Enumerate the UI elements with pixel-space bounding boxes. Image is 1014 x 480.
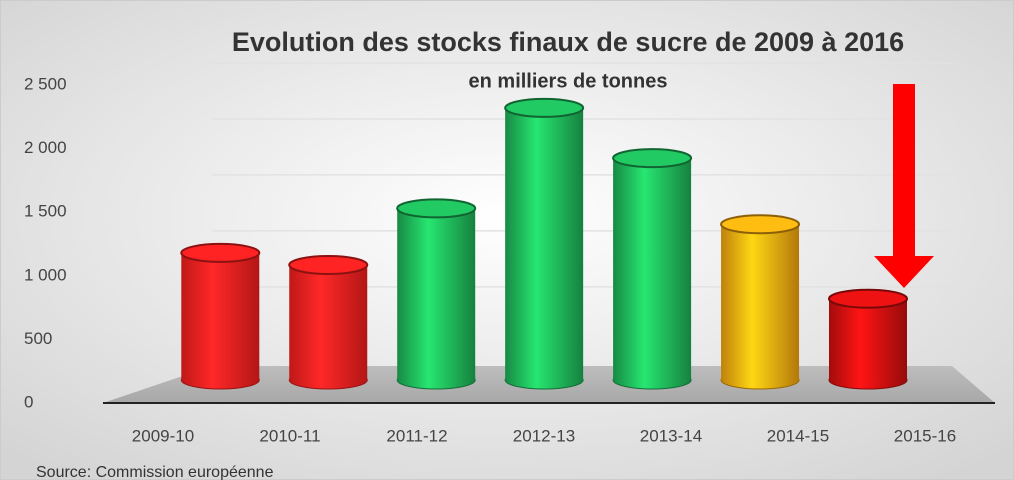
bar [613,158,692,380]
bar [721,224,800,380]
source: Source: Commission européenne [36,464,274,480]
y-tick-label: 2 000 [24,138,67,157]
x-tick-label: 2011-12 [386,426,447,445]
chart-subtitle: en milliers de tonnes [469,70,668,92]
cylinder [396,198,477,390]
y-tick-label: 1 000 [24,265,67,284]
cylinder-top [828,288,908,309]
cylinder-top [396,198,477,219]
cylinder-top [504,97,585,118]
cylinder [504,97,585,390]
cylinder [288,254,369,390]
x-tick-label: 2010-11 [259,426,320,445]
x-tick-label: 2015-16 [894,426,956,445]
chart-title: Evolution des stocks finaux de sucre de … [232,27,904,57]
cylinder [828,288,908,390]
cylinder [180,242,261,390]
arrow-head [874,256,934,288]
cylinder [720,214,801,390]
arrow-shaft [893,84,915,260]
cylinder-top [180,242,261,263]
x-tick-label: 2014-15 [767,426,829,445]
cylinder-top [288,254,369,275]
cylinder-top [612,148,693,169]
y-tick-label: 2 500 [24,74,67,93]
y-tick-label: 500 [24,329,52,348]
bar [181,252,260,380]
bar [829,298,907,380]
cylinder [612,148,693,390]
bar [289,264,368,380]
y-tick-label: 1 500 [24,202,67,221]
cylinder-top [720,214,801,235]
bar [397,208,476,380]
x-tick-label: 2012-13 [513,426,575,445]
x-tick-label: 2013-14 [640,426,702,445]
x-tick-label: 2009-10 [132,426,194,445]
bar [505,107,584,380]
arrow [874,84,934,288]
y-tick-label: 0 [24,392,33,411]
